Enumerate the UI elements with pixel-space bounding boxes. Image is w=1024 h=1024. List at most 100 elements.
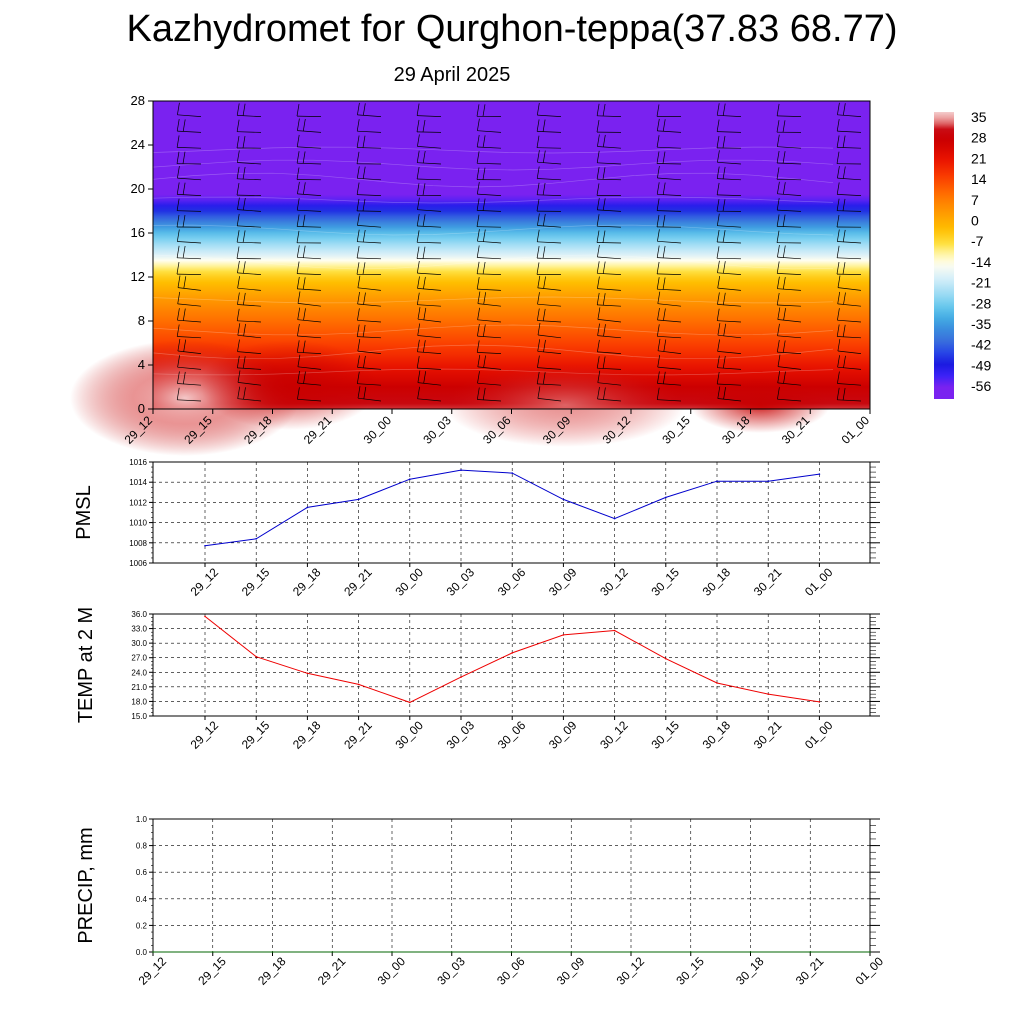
y-tick-label: 8: [138, 313, 145, 328]
wind-barb: [777, 354, 802, 370]
wind-barb: [416, 150, 442, 165]
wind-barb: [717, 276, 742, 291]
wind-barb: [417, 134, 442, 149]
contour-line: [152, 368, 834, 376]
x-tick-label: 30_03: [444, 565, 478, 599]
wind-barb: [416, 213, 442, 228]
x-tick-label: 30_00: [361, 413, 395, 447]
colorbar-label: -42: [971, 337, 991, 353]
wind-barb: [296, 167, 322, 181]
colorbar-label: -7: [971, 233, 984, 249]
x-tick-label: 29_12: [136, 954, 170, 988]
wind-barb: [357, 308, 382, 323]
y-tick-label: 0.6: [136, 868, 148, 877]
wind-barb: [777, 370, 802, 386]
wind-barb: [476, 261, 502, 275]
chart-title: Kazhydromet for Qurghon-teppa(37.83 68.7…: [126, 8, 898, 50]
y-tick-label: 16: [131, 225, 145, 240]
data-point: [869, 951, 871, 953]
wind-barb: [236, 103, 262, 117]
wind-barb: [416, 119, 442, 133]
wind-barb: [716, 371, 742, 386]
y-tick-label: 12: [131, 269, 145, 284]
wind-barb: [357, 339, 382, 354]
wind-barb: [777, 387, 802, 402]
wind-barb: [776, 134, 802, 149]
wind-barb: [837, 166, 862, 181]
wind-barb: [237, 276, 262, 291]
wind-barb: [477, 324, 502, 339]
wind-barb: [836, 387, 862, 402]
wind-barb: [656, 104, 682, 117]
wind-barb: [776, 214, 802, 228]
x-tick-label: 30_00: [375, 954, 409, 988]
wind-barb: [476, 214, 502, 228]
wind-barb: [657, 355, 682, 370]
wind-barb: [176, 198, 202, 212]
wind-barb: [296, 134, 322, 149]
data-point: [716, 480, 718, 483]
wind-barb: [296, 276, 322, 291]
wind-barb: [356, 371, 382, 386]
wind-barb: [597, 276, 622, 291]
data-point: [409, 701, 411, 704]
y-tick-label: 0.8: [136, 842, 148, 851]
wind-barb: [717, 386, 742, 402]
data-point: [562, 498, 565, 501]
y-tick-label: 24: [131, 137, 145, 152]
x-tick-label: 30_18: [700, 718, 734, 752]
wind-barb: [716, 246, 742, 260]
wind-barb: [596, 214, 622, 228]
data-point: [562, 634, 565, 636]
contour-line: [152, 159, 834, 171]
x-tick-label: 30_09: [546, 718, 580, 752]
colorbar-label: 14: [971, 171, 987, 187]
wind-barb: [536, 166, 562, 181]
wind-barb: [837, 371, 862, 386]
wind-barb: [476, 151, 502, 165]
wind-barb: [237, 197, 262, 212]
wind-barb: [537, 322, 562, 339]
wind-barb: [177, 355, 202, 370]
x-tick-label: 30_15: [673, 954, 707, 988]
wind-barb: [597, 386, 622, 402]
wind-barb: [236, 230, 262, 244]
data-point: [767, 693, 769, 695]
wind-barb: [536, 103, 562, 117]
x-tick-label: 30_21: [793, 954, 827, 988]
colorbar-label: -14: [971, 254, 991, 270]
wind-barb: [297, 307, 322, 323]
wind-barb: [176, 182, 202, 196]
wind-barb: [476, 277, 502, 291]
warm-anomaly: [200, 340, 380, 430]
wind-barb: [716, 213, 742, 228]
y-tick-label: 1012: [129, 498, 147, 507]
x-tick-label: 30_12: [597, 718, 631, 752]
wind-barb: [537, 386, 562, 402]
wind-barb: [836, 151, 862, 165]
wind-barb: [177, 102, 202, 117]
contour-line: [152, 196, 834, 204]
wind-barb: [657, 291, 682, 307]
wind-barb: [537, 150, 562, 165]
y-tick-label: 1008: [129, 539, 147, 548]
wind-barb: [237, 323, 262, 339]
x-tick-label: 30_21: [751, 718, 785, 752]
wind-barb: [836, 182, 862, 196]
wind-barb: [657, 307, 682, 323]
wind-barb: [176, 324, 202, 339]
y-tick-label: 24.0: [131, 668, 147, 677]
contour-line: [152, 224, 834, 236]
data-point: [331, 951, 334, 953]
wind-barb: [536, 119, 562, 133]
wind-barb: [416, 261, 442, 275]
wind-barb: [237, 386, 262, 402]
data-point: [749, 951, 752, 953]
wind-barb: [596, 230, 622, 244]
wind-barb: [776, 167, 802, 181]
wind-barb: [297, 387, 322, 402]
wind-barb: [776, 230, 802, 244]
data-point: [613, 517, 616, 520]
wind-barb: [177, 291, 202, 307]
wind-barb: [417, 276, 442, 291]
